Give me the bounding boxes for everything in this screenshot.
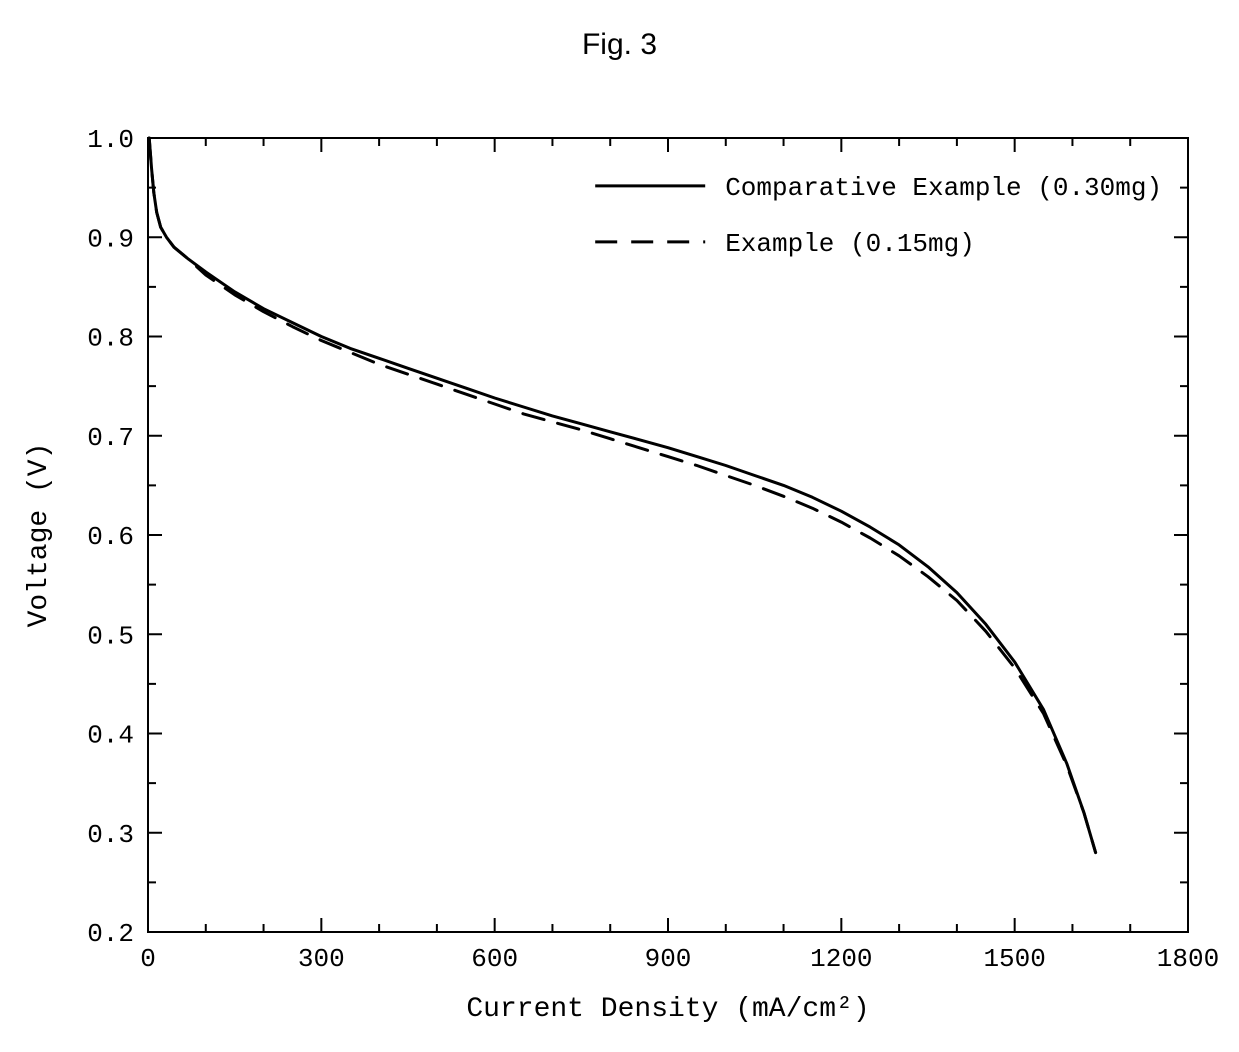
y-tick-label: 0.5 <box>87 621 134 651</box>
x-tick-label: 0 <box>140 944 156 974</box>
x-axis-label: Current Density (mA/cm²) <box>466 994 869 1025</box>
y-tick-label: 0.4 <box>87 721 134 751</box>
plot-frame <box>148 138 1188 932</box>
figure-title: Fig. 3 <box>0 28 1239 62</box>
y-tick-label: 1.0 <box>87 125 134 155</box>
figure-container: Fig. 3 0 300 600 900 1200 1500 1800 0.2 0.3 0.4 0.… <box>0 0 1239 1052</box>
y-tick-label: 0.7 <box>87 423 134 453</box>
x-tick-label: 300 <box>298 944 345 974</box>
x-tick-label: 1800 <box>1157 944 1219 974</box>
x-tick-label: 1500 <box>983 944 1045 974</box>
y-tick-label: 0.2 <box>87 919 134 949</box>
y-tick-label: 0.3 <box>87 820 134 850</box>
y-tick-label: 0.6 <box>87 522 134 552</box>
y-tick-label: 0.8 <box>87 324 134 354</box>
polarization-chart: 0 300 600 900 1200 1500 1800 0.2 0.3 0.4 0.5 0.6 0.7… <box>0 0 1239 1052</box>
y-tick-label: 0.9 <box>87 224 134 254</box>
x-tick-label: 1200 <box>810 944 872 974</box>
x-tick-label: 600 <box>471 944 518 974</box>
legend-label: Example (0.15mg) <box>725 229 975 259</box>
x-tick-label: 900 <box>645 944 692 974</box>
legend-label: Comparative Example (0.30mg) <box>725 173 1162 203</box>
y-axis-label: Voltage (V) <box>24 443 55 628</box>
